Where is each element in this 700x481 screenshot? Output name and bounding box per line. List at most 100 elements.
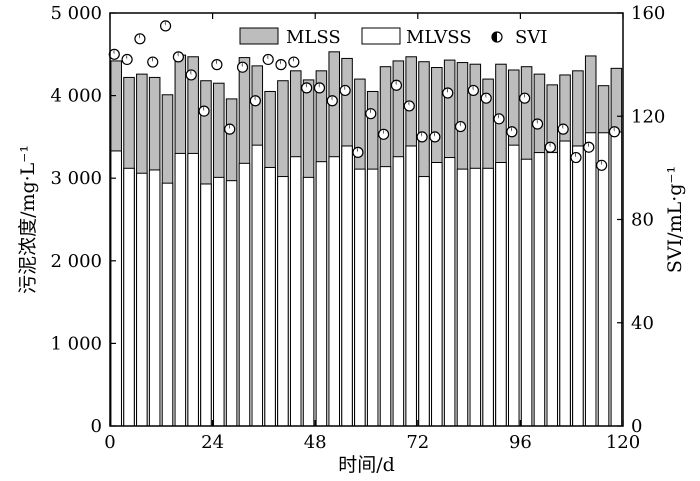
svi-point (480, 92, 492, 104)
svi-point-fill (498, 113, 500, 119)
mlvss-bar (572, 145, 584, 427)
legend-svi-icon (491, 31, 503, 43)
y2-tick-label: 0 (631, 416, 642, 437)
y2-axis-title: SVI/mL·g⁻¹ (664, 166, 686, 273)
x-tick-label: 0 (104, 432, 115, 453)
svi-point-fill (370, 108, 371, 114)
mlvss-bar (277, 176, 289, 427)
svi-point (583, 141, 595, 153)
svi-point (134, 33, 146, 45)
svi-point-outline (121, 53, 133, 66)
svi-point-fill (203, 106, 205, 112)
svi-point-fill (126, 54, 128, 60)
legend-svi-icon-fill (492, 32, 497, 42)
y-tick-label: 0 (91, 416, 102, 437)
mlvss-bar (264, 166, 276, 427)
mlvss-bar (289, 156, 302, 427)
svi-point (390, 79, 403, 91)
legend-mlvss-swatch (361, 27, 401, 45)
svi-point-fill (318, 82, 320, 88)
svi-point (429, 131, 441, 143)
mlvss-bar (597, 132, 610, 427)
y-axis-title: 污泥浓度/mg·L⁻¹ (17, 145, 39, 294)
x-tick-label: 72 (406, 432, 429, 453)
svi-point-fill (254, 95, 256, 101)
svi-point-fill (280, 59, 281, 65)
mlvss-bar (431, 162, 443, 427)
mlvss-bar (328, 156, 340, 427)
y-tick-label: 2 000 (50, 251, 102, 272)
y-tick-label: 4 000 (50, 86, 102, 107)
svi-point (288, 56, 300, 68)
svi-point (159, 20, 172, 32)
mlvss-bar (136, 172, 148, 427)
svi-point-fill (267, 54, 269, 60)
legend-mlvss-label: MLVSS (406, 27, 472, 48)
svi-point (493, 113, 505, 125)
svi-point (570, 151, 582, 164)
svi-point (262, 53, 274, 66)
svi-point-fill (216, 59, 217, 65)
svi-point (236, 61, 249, 73)
y2-tick-label: 160 (631, 3, 665, 24)
x-tick-label: 96 (509, 432, 532, 453)
svi-point-fill (395, 80, 397, 86)
mlvss-bar (456, 168, 469, 427)
svi-point (147, 56, 159, 68)
svi-point-fill (113, 49, 115, 55)
svi-point-fill (485, 93, 487, 99)
y-tick-label: 1 000 (50, 333, 102, 354)
legend: MLSS MLVSS SVI (239, 27, 547, 48)
legend-mlss-label: MLSS (286, 27, 341, 48)
mlvss-bar (200, 183, 212, 427)
svi-point (211, 59, 223, 71)
mlvss-bar (238, 162, 251, 427)
x-tick-label: 48 (304, 432, 327, 453)
mlvss-bar (123, 167, 135, 427)
svi-point-fill (562, 124, 564, 130)
x-tick-label: 120 (606, 432, 640, 453)
x-axis-title: 时间/d (338, 454, 395, 476)
y-tick-label: 5 000 (50, 3, 102, 24)
svi-point (557, 123, 569, 135)
mlvss-bar (187, 152, 199, 427)
mlvss-bar (213, 176, 225, 427)
mlvss-bar (610, 131, 623, 427)
svi-point (326, 95, 338, 107)
mlvss-bar (584, 132, 597, 427)
svi-point-fill (588, 142, 589, 148)
svi-point (172, 51, 184, 63)
mlvss-bar (533, 152, 546, 427)
svi-point (596, 159, 608, 171)
svi-point (506, 126, 518, 138)
svi-point (301, 82, 313, 94)
svi-point-fill (434, 131, 435, 137)
svi-point (531, 118, 544, 130)
svi-point (365, 108, 377, 120)
svi-point-fill (536, 118, 538, 124)
svi-point-fill (447, 88, 448, 94)
mlvss-bar (174, 152, 187, 427)
ticks-group (109, 12, 624, 427)
svi-point-fill (575, 152, 576, 158)
svi-point-fill (305, 82, 307, 88)
svi-point-fill (523, 93, 525, 99)
mlvss-bar (302, 176, 315, 427)
svi-point-fill (408, 100, 410, 106)
mlvss-bar (315, 161, 328, 427)
svi-point-fill (549, 142, 551, 148)
svi-point-fill (344, 85, 346, 91)
svi-point-fill (190, 69, 192, 75)
mlvss-bar (110, 150, 122, 427)
mlvss-bar (225, 180, 238, 427)
svi-point-fill (293, 57, 294, 63)
svi-point (249, 95, 261, 107)
mlvss-bar (469, 167, 482, 427)
svi-point-fill (421, 131, 423, 137)
svi-point-fill (331, 95, 333, 101)
mlvss-bar (520, 158, 533, 427)
mlvss-bar (161, 182, 174, 427)
y2-tick-label: 120 (631, 106, 665, 127)
